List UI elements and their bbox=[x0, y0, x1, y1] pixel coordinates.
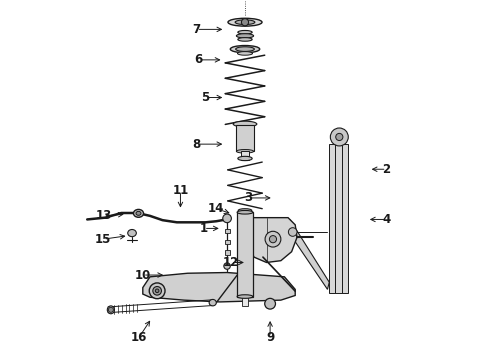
Bar bbox=[342, 144, 347, 293]
Polygon shape bbox=[290, 220, 329, 289]
Circle shape bbox=[108, 307, 113, 312]
Bar bbox=[224, 229, 230, 233]
Bar bbox=[329, 144, 335, 293]
Ellipse shape bbox=[136, 211, 141, 215]
Ellipse shape bbox=[236, 34, 254, 38]
Text: 7: 7 bbox=[193, 23, 200, 36]
Ellipse shape bbox=[107, 306, 115, 314]
Circle shape bbox=[224, 263, 230, 269]
Circle shape bbox=[336, 134, 343, 140]
Circle shape bbox=[149, 283, 165, 299]
Circle shape bbox=[242, 19, 248, 26]
Text: 3: 3 bbox=[245, 192, 253, 204]
Circle shape bbox=[265, 231, 281, 247]
Ellipse shape bbox=[238, 209, 252, 212]
Bar bbox=[335, 144, 342, 293]
Text: 14: 14 bbox=[208, 202, 224, 215]
Polygon shape bbox=[248, 218, 297, 262]
Ellipse shape bbox=[228, 18, 262, 26]
Ellipse shape bbox=[230, 45, 260, 53]
Text: 4: 4 bbox=[383, 213, 391, 226]
Ellipse shape bbox=[237, 295, 253, 298]
Circle shape bbox=[265, 298, 275, 309]
Circle shape bbox=[289, 228, 297, 236]
Bar bbox=[242, 212, 248, 306]
Ellipse shape bbox=[238, 156, 252, 161]
Text: 6: 6 bbox=[194, 53, 202, 66]
Ellipse shape bbox=[133, 210, 144, 217]
Bar bbox=[236, 126, 254, 151]
Bar bbox=[237, 212, 253, 297]
Ellipse shape bbox=[209, 300, 216, 306]
Text: 13: 13 bbox=[95, 210, 111, 222]
Bar bbox=[224, 250, 230, 255]
Polygon shape bbox=[143, 273, 295, 302]
Circle shape bbox=[270, 235, 276, 243]
Text: 12: 12 bbox=[222, 256, 239, 269]
Ellipse shape bbox=[237, 211, 253, 214]
Circle shape bbox=[155, 289, 159, 293]
Ellipse shape bbox=[236, 47, 254, 51]
Ellipse shape bbox=[235, 20, 255, 24]
Ellipse shape bbox=[233, 121, 257, 127]
Circle shape bbox=[330, 128, 348, 146]
Text: 11: 11 bbox=[172, 184, 189, 197]
Text: 9: 9 bbox=[266, 330, 274, 343]
Ellipse shape bbox=[128, 229, 136, 237]
Text: 1: 1 bbox=[200, 222, 208, 235]
Text: 15: 15 bbox=[95, 233, 112, 246]
Ellipse shape bbox=[238, 38, 252, 41]
Ellipse shape bbox=[238, 51, 252, 55]
Text: 8: 8 bbox=[193, 138, 201, 150]
Bar bbox=[224, 239, 230, 244]
Text: 16: 16 bbox=[131, 330, 147, 343]
Text: 10: 10 bbox=[135, 269, 151, 282]
Ellipse shape bbox=[236, 149, 254, 153]
Text: 5: 5 bbox=[201, 91, 210, 104]
Bar bbox=[242, 151, 248, 160]
Ellipse shape bbox=[238, 31, 252, 34]
Circle shape bbox=[153, 287, 161, 295]
Text: 2: 2 bbox=[383, 163, 391, 176]
Circle shape bbox=[223, 214, 231, 223]
